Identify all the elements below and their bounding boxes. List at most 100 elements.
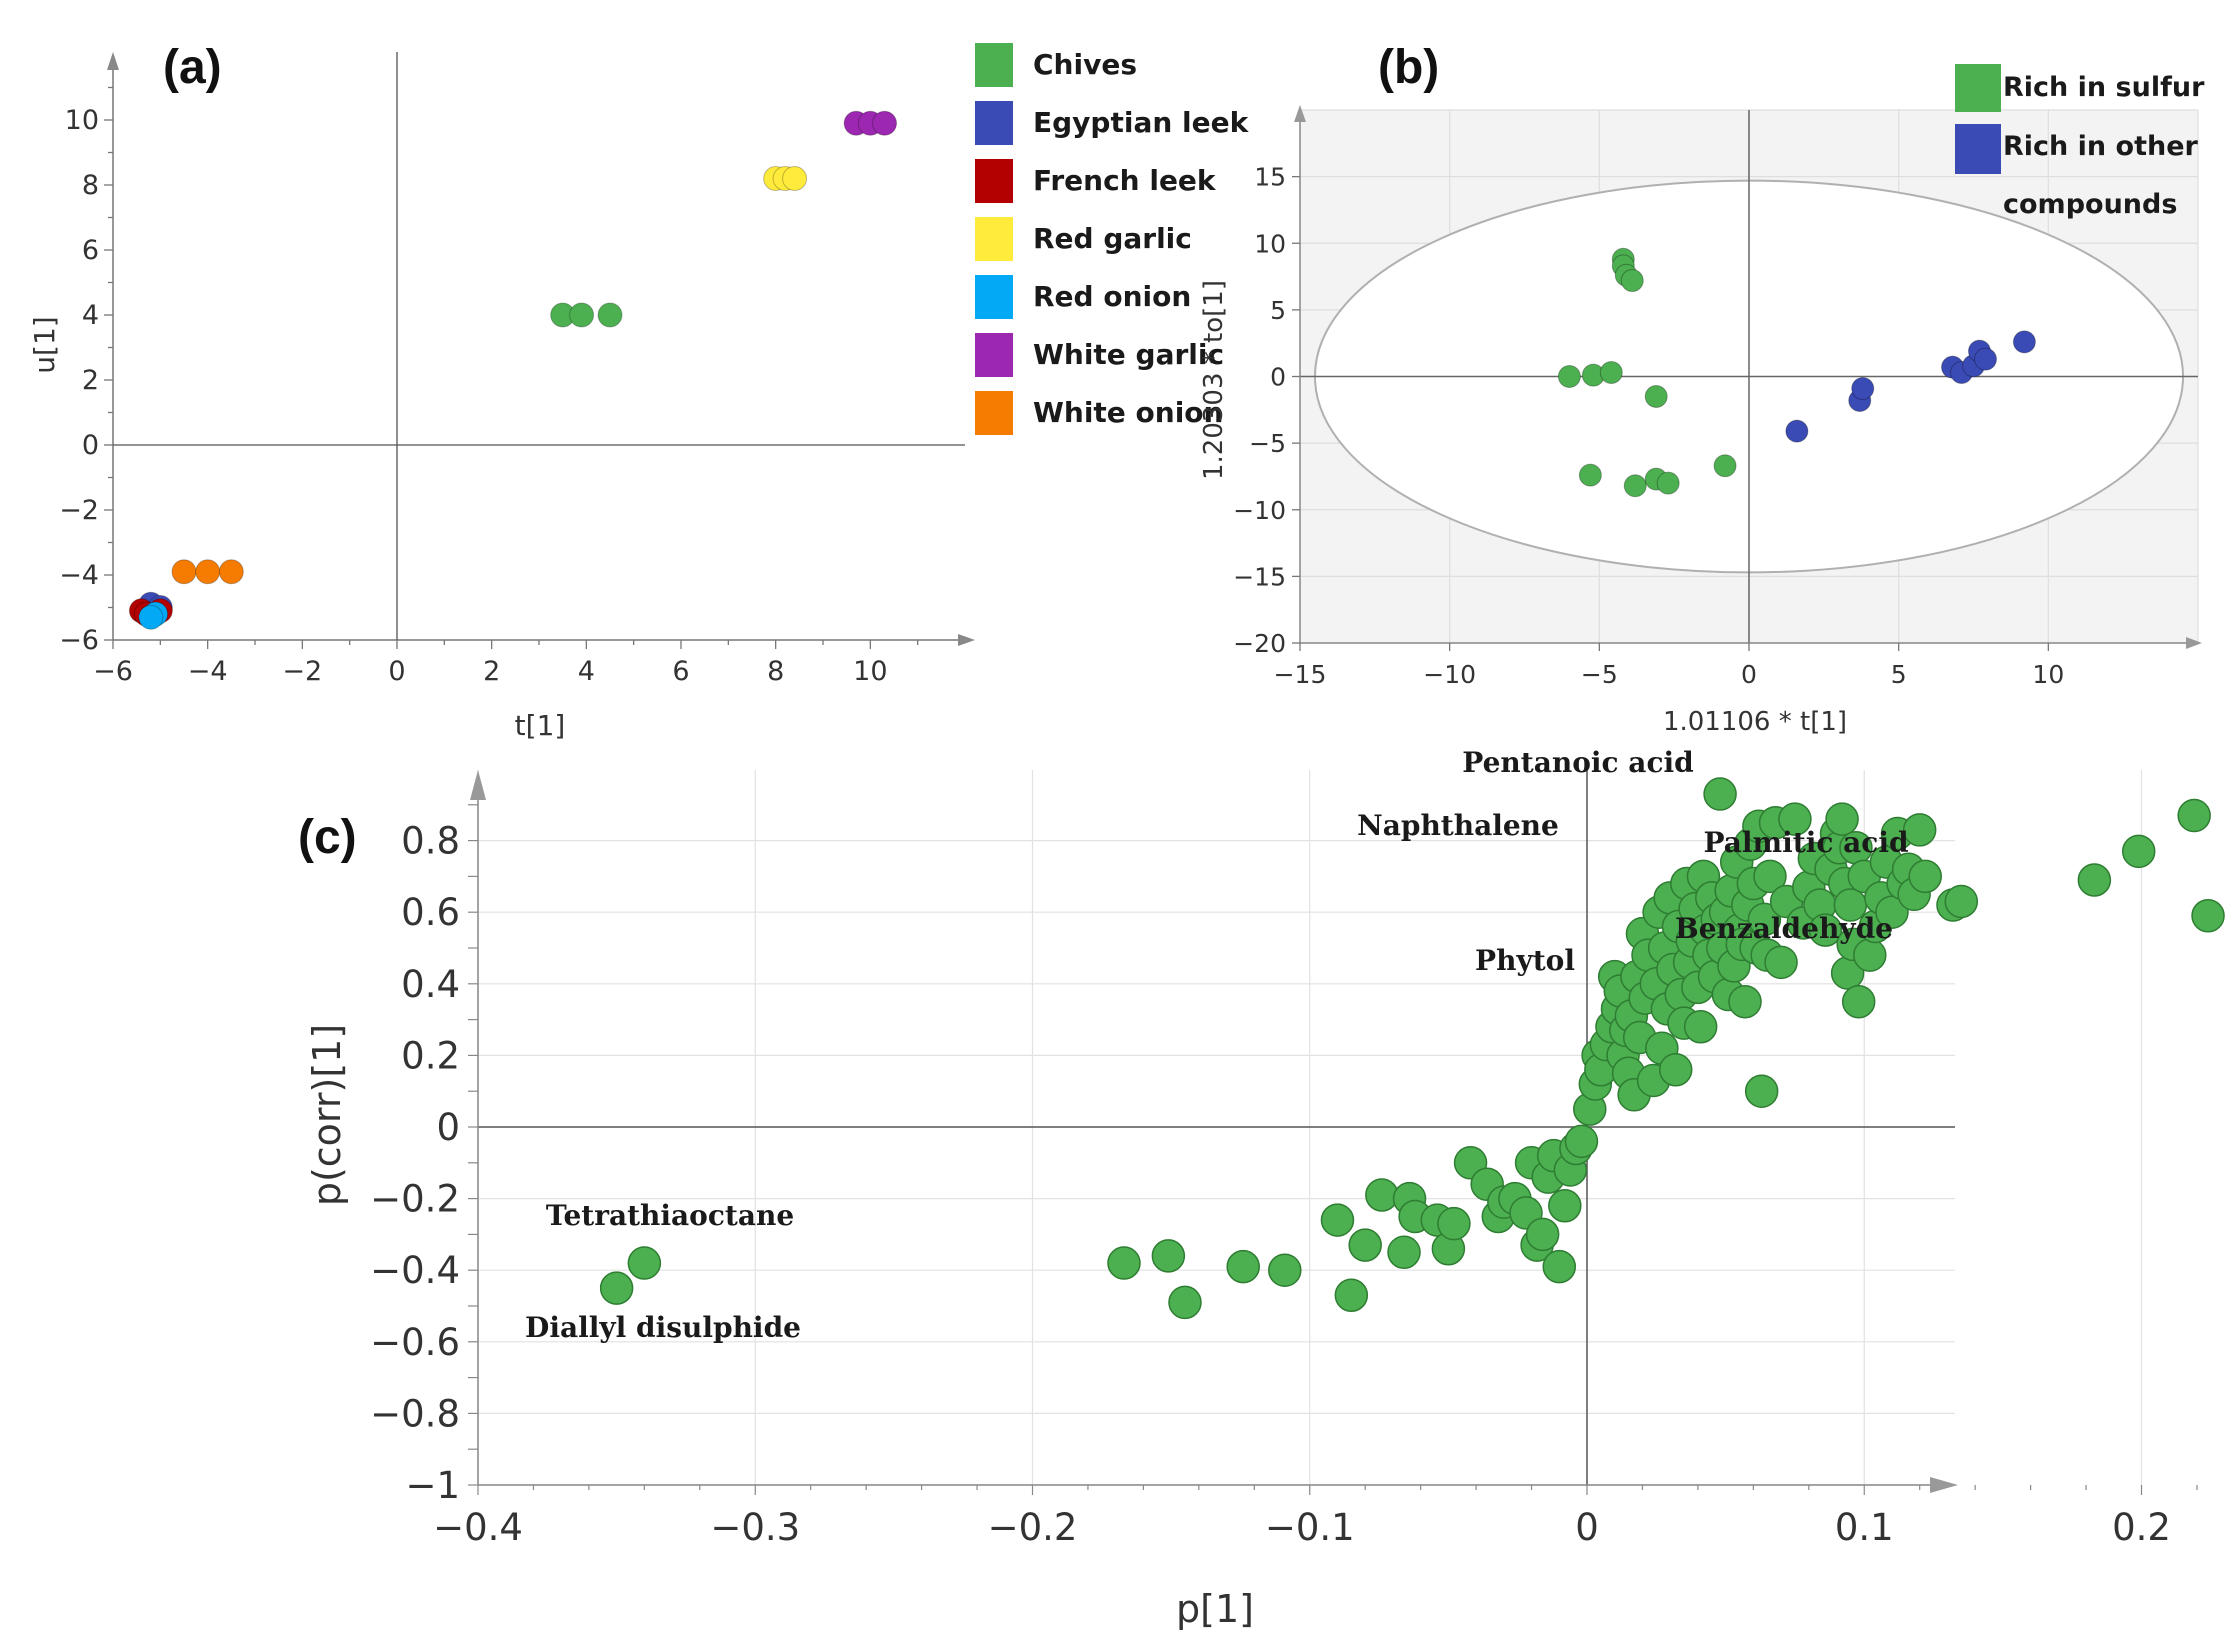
panel-c-plot: −0.4−0.3−0.2−0.100.10.20.3−1−0.8−0.6−0.4… [298, 746, 2225, 1631]
panel-c-y-tick-label: 0.8 [401, 820, 460, 863]
panel-c-label: (c) [298, 811, 357, 864]
panel-b-data-point [1578, 463, 1602, 487]
panel-b-data-point [1599, 361, 1623, 385]
panel-b-data-point [1620, 269, 1644, 293]
panel-a-legend-swatch [975, 391, 1013, 435]
panel-c-annotation-label: Tetrathiaoctane [546, 1199, 794, 1232]
panel-c-data-point [2191, 899, 2225, 933]
panel-c-data-point [1902, 813, 1937, 847]
panel-c-data-point [1548, 1189, 1582, 1223]
panel-c-data-point [2121, 834, 2156, 869]
panel-c-y-axis-title: p(corr)[1] [305, 1024, 349, 1206]
panel-c-data-point [1744, 1074, 1779, 1108]
panel-a-x-tick-label: −2 [282, 656, 322, 687]
panel-b-y-axis-arrow [1294, 105, 1306, 122]
panel-c-annotation-label: Benzaldehyde [1675, 912, 1893, 945]
panel-b-x-tick-label: 0 [1741, 660, 1757, 689]
panel-c-points [599, 777, 2225, 1320]
panel-a-y-tick-label: 10 [65, 105, 99, 136]
panel-a-legend-label: Red onion [1033, 280, 1191, 313]
panel-c-data-point [1348, 1228, 1382, 1262]
panel-c-data-point [2077, 863, 2112, 897]
panel-b-y-tick-label: −20 [1233, 629, 1286, 658]
panel-b-data-point [1656, 471, 1680, 495]
panel-c-x-tick-label: 0.2 [2112, 1506, 2171, 1549]
panel-c-y-tick-label: −0.2 [370, 1178, 460, 1221]
panel-c-annotation-label: Naphthalene [1357, 809, 1559, 842]
panel-c-data-point [2177, 798, 2211, 833]
panel-a-legend-label: Chives [1033, 48, 1137, 81]
panel-c-data-point [1703, 777, 1737, 811]
panel-b-data-point [1851, 376, 1875, 400]
panel-a-legend-swatch [975, 43, 1013, 87]
panel-c-data-point [1226, 1249, 1260, 1284]
panel-a-points [128, 110, 898, 630]
panel-a-data-point [569, 302, 595, 328]
panel-c-data-point [1437, 1206, 1471, 1241]
panel-c-data-point [1841, 984, 1876, 1019]
panel-a-axes: −6 −4 −2 0 2 4 6 8 10 −6 −4 −2 0 2 4 6 8 10 t[1] u[1] (a) [28, 41, 975, 742]
panel-a-x-tick-label: −4 [188, 656, 228, 687]
panel-b-data-point [1785, 419, 1809, 443]
panel-c-data-point [1107, 1246, 1141, 1280]
panel-a-data-point [782, 166, 808, 191]
panel-b-data-point [1644, 384, 1668, 408]
panel-c-data-point [1875, 895, 1909, 929]
panel-b-x-tick-label: −15 [1274, 660, 1327, 689]
panel-b-x-tick-label: 5 [1891, 660, 1907, 689]
panel-c-annotations: Pentanoic acid Naphthalene Palmitic acid Be… [525, 746, 1909, 1344]
panel-c-y-tick-label: −0.4 [370, 1249, 460, 1292]
panel-c-y-tick-label: −1 [405, 1464, 460, 1507]
panel-b-x-tick-label: 10 [2032, 660, 2064, 689]
panel-b-points [1557, 247, 2036, 498]
panel-a-legend-swatch [975, 101, 1013, 145]
panel-a-x-tick-label: 8 [767, 656, 784, 687]
panel-b-y-tick-label: 5 [1270, 296, 1286, 325]
panel-c-data-point [1764, 945, 1798, 980]
panel-a-x-tick-label: 4 [578, 656, 595, 687]
panel-c-data-point [1365, 1178, 1399, 1212]
panel-b-y-axis-title: 1.20303 * to[1] [1199, 280, 1229, 480]
panel-b-data-point [1973, 347, 1997, 371]
panel-b-x-tick-label: −5 [1581, 660, 1618, 689]
panel-a-legend-label: Egyptian leek [1033, 106, 1250, 139]
panel-a-y-tick-label: −6 [59, 625, 99, 656]
panel-b-x-axis-arrow [2186, 637, 2202, 649]
panel-c-data-point [1320, 1203, 1355, 1237]
panel-a-legend-label: White garlic [1033, 338, 1224, 371]
panel-c-x-tick-label: −0.2 [988, 1506, 1078, 1549]
panel-b-legend-swatch [1955, 64, 2001, 112]
panel-a-x-tick-label: 6 [672, 656, 689, 687]
panel-c-x-tick-label: −0.4 [433, 1506, 523, 1549]
panel-a-legend-swatch [975, 159, 1013, 203]
panel-a-legend: Chives Egyptian leek French leek Red garlic… [975, 43, 1250, 435]
panel-c-data-point [1334, 1278, 1369, 1313]
panel-c-annotation-label: Phytol [1475, 944, 1575, 977]
panel-c-y-tick-label: −0.8 [370, 1392, 460, 1435]
panel-c-y-tick-label: −0.6 [370, 1321, 460, 1364]
panel-c-annotation-label: Diallyl disulphide [525, 1311, 801, 1344]
panel-c-x-tick-label: 0 [1575, 1506, 1599, 1549]
panel-c-x-tick-label: −0.1 [1265, 1506, 1355, 1549]
panel-b-legend-label: Rich in sulfur [2003, 72, 2205, 103]
panel-b-y-tick-label: −5 [1249, 429, 1286, 458]
panel-b-data-point [1623, 474, 1647, 498]
panel-c-annotation-label: Pentanoic acid [1462, 746, 1693, 779]
panel-b-y-tick-label: 0 [1270, 363, 1286, 392]
panel-a-data-point [195, 559, 221, 585]
panel-b-data-point [1557, 365, 1581, 388]
panel-c-data-point [1728, 984, 1762, 1019]
panel-a-y-tick-label: 6 [82, 235, 99, 266]
panel-b-legend-label: Rich in other compounds [2003, 131, 2199, 220]
panel-c-data-point [1683, 1010, 1718, 1044]
panel-a-x-tick-label: 2 [483, 656, 500, 687]
panel-a-y-tick-label: 8 [82, 170, 99, 201]
panel-b-legend: Rich in sulfur Rich in other compounds [1955, 64, 2205, 220]
panel-a-label: (a) [163, 41, 222, 94]
panel-c-data-point [599, 1271, 634, 1305]
panel-a-data-point [171, 559, 197, 585]
panel-c-data-point [1908, 859, 1942, 894]
panel-b-y-tick-label: −10 [1233, 496, 1286, 525]
